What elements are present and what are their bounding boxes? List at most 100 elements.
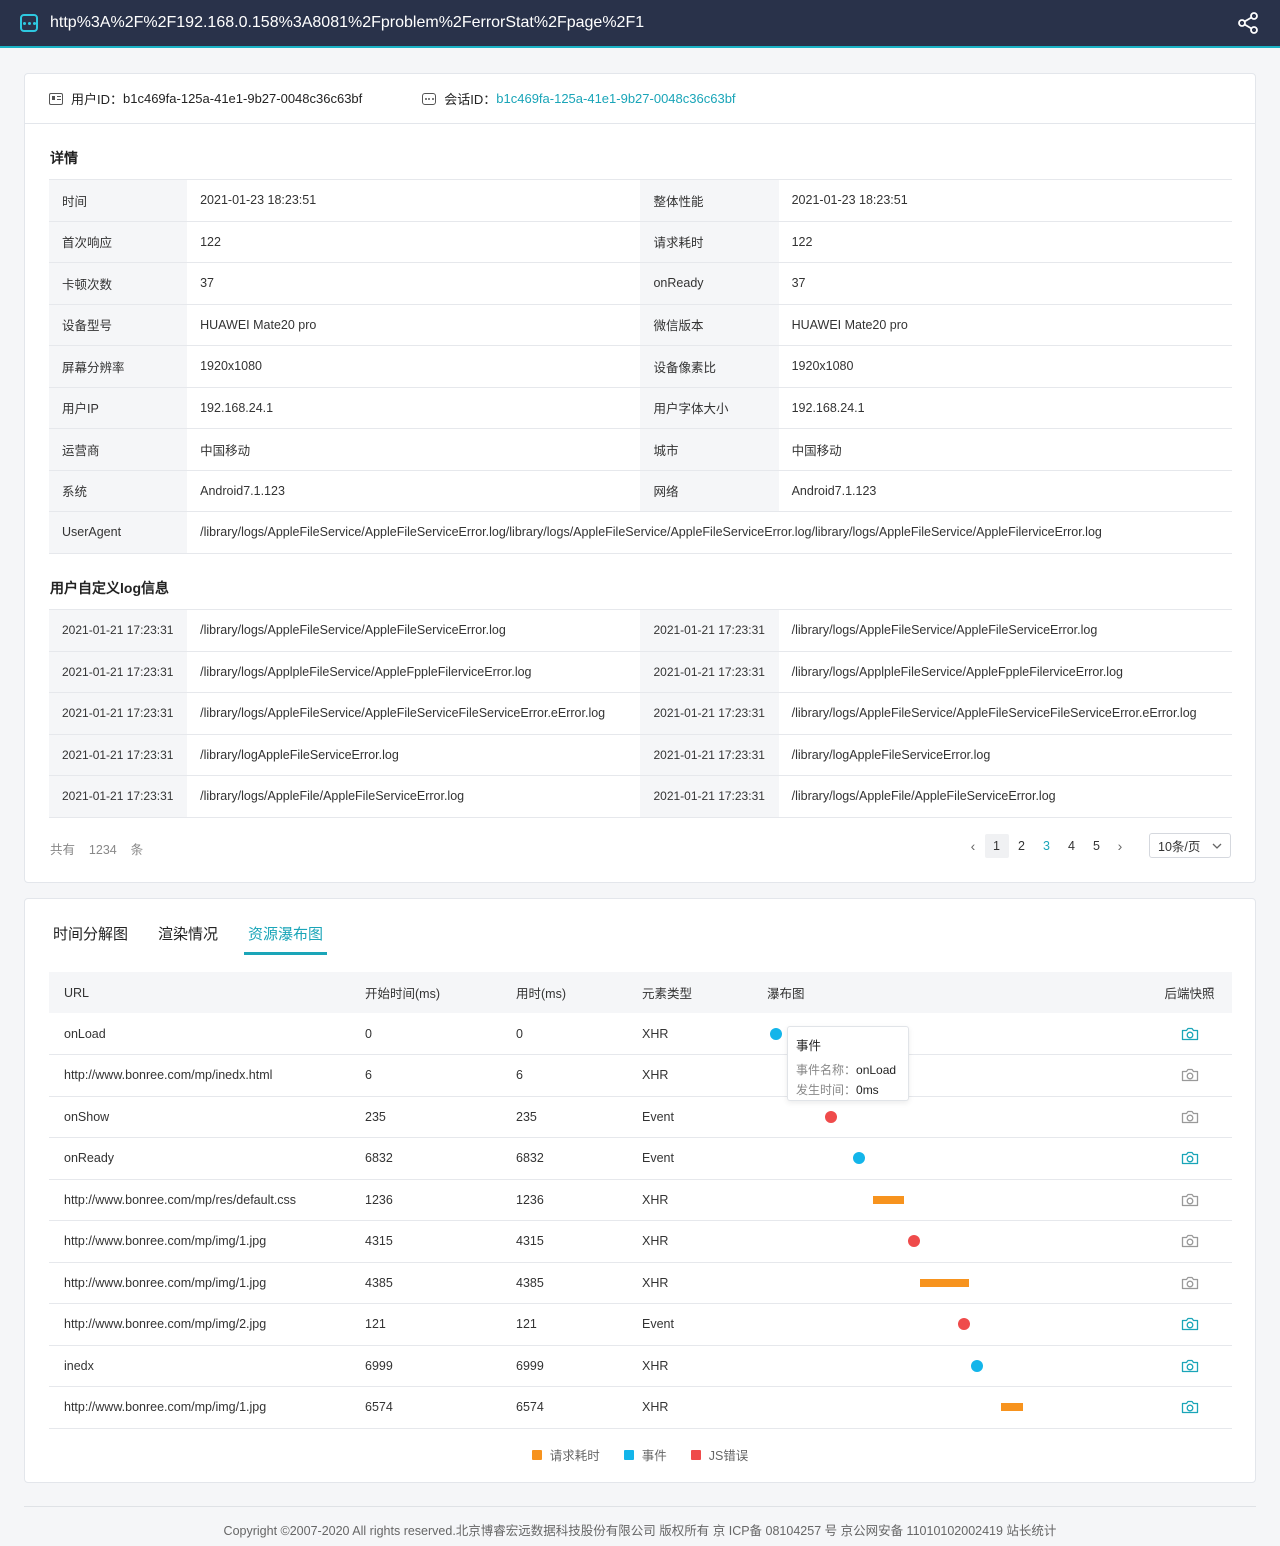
chat-icon bbox=[422, 92, 437, 105]
tab-2[interactable]: 资源瀑布图 bbox=[244, 917, 328, 955]
table-row[interactable]: http://www.bonree.com/mp/inedx.html 6 6 XHR bbox=[49, 1054, 1232, 1097]
snapshot-cell bbox=[1147, 1054, 1232, 1097]
start-time-cell: 4315 bbox=[350, 1220, 501, 1263]
snapshot-cell bbox=[1147, 1220, 1232, 1263]
detail-key: onReady bbox=[640, 262, 779, 305]
detail-value: HUAWEI Mate20 pro bbox=[778, 303, 1232, 346]
camera-icon[interactable] bbox=[1181, 1359, 1199, 1373]
page-5[interactable]: 5 bbox=[1093, 838, 1100, 853]
details-card: 用户ID： b1c469fa-125a-41e1-9b27-0048c36c63… bbox=[24, 73, 1256, 883]
waterfall-bar[interactable] bbox=[1001, 1403, 1023, 1412]
detail-row: 时间 2021-01-23 18:23:51 整体性能 2021-01-23 18:2… bbox=[49, 179, 1232, 222]
prev-page-icon[interactable]: ‹ bbox=[970, 837, 976, 854]
detail-row: 用户IP 192.168.24.1 用户字体大小 192.168.24.1 bbox=[49, 386, 1232, 429]
page-size-select[interactable]: 10条/页 bbox=[1149, 833, 1231, 858]
legend-label: 事件 bbox=[641, 1449, 667, 1463]
log-time: 2021-01-21 17:23:31 bbox=[640, 775, 779, 818]
log-time: 2021-01-21 17:23:31 bbox=[49, 775, 188, 818]
share-icon[interactable] bbox=[1236, 11, 1260, 35]
waterfall-dot[interactable] bbox=[971, 1359, 984, 1372]
table-row[interactable]: onShow 235 235 Event bbox=[49, 1096, 1232, 1138]
id-bar: 用户ID： b1c469fa-125a-41e1-9b27-0048c36c63… bbox=[25, 74, 1255, 124]
legend-swatch bbox=[623, 1449, 634, 1460]
detail-row: 运营商 中国移动 城市 中国移动 bbox=[49, 428, 1232, 471]
waterfall-dot[interactable] bbox=[825, 1110, 838, 1123]
detail-row: 卡顿次数 37 onReady 37 bbox=[49, 262, 1232, 305]
legend-item: JS错误 bbox=[690, 1445, 748, 1464]
tab-0[interactable]: 时间分解图 bbox=[53, 926, 129, 943]
useragent-row: UserAgent/library/logs/AppleFileService/… bbox=[49, 511, 1232, 554]
table-row[interactable]: inedx 6999 6999 XHR bbox=[49, 1345, 1232, 1387]
type-cell: XHR bbox=[627, 1345, 752, 1387]
detail-value: 37 bbox=[778, 262, 1232, 305]
duration-cell: 6 bbox=[501, 1054, 627, 1097]
next-page-icon[interactable]: › bbox=[1117, 837, 1123, 854]
logs-table: 2021-01-21 17:23:31/library/logs/AppleFi… bbox=[49, 609, 1232, 818]
log-row: 2021-01-21 17:23:31/library/logs/AppleFi… bbox=[49, 609, 1232, 652]
total-prefix: 共有 bbox=[50, 843, 76, 857]
camera-icon[interactable] bbox=[1181, 1234, 1199, 1248]
waterfall-dot[interactable] bbox=[852, 1152, 865, 1165]
waterfall-dot[interactable] bbox=[770, 1027, 782, 1040]
log-time: 2021-01-21 17:23:31 bbox=[640, 733, 779, 776]
log-time: 2021-01-21 17:23:31 bbox=[640, 650, 779, 693]
url-cell: http://www.bonree.com/mp/img/1.jpg bbox=[49, 1262, 350, 1304]
page-4[interactable]: 4 bbox=[1068, 838, 1075, 853]
user-id: 用户ID： b1c469fa-125a-41e1-9b27-0048c36c63… bbox=[49, 89, 362, 108]
camera-icon[interactable] bbox=[1181, 1276, 1199, 1290]
camera-icon[interactable] bbox=[1181, 1317, 1199, 1331]
table-row[interactable]: http://www.bonree.com/mp/img/1.jpg 4385 43… bbox=[49, 1262, 1232, 1304]
waterfall-cell bbox=[752, 1096, 1147, 1138]
detail-key: 微信版本 bbox=[640, 303, 779, 346]
column-header: 瀑布图 bbox=[752, 972, 1147, 1013]
duration-cell: 6574 bbox=[501, 1386, 627, 1429]
start-time-cell: 0 bbox=[350, 1013, 501, 1055]
duration-cell: 121 bbox=[501, 1303, 627, 1346]
snapshot-cell bbox=[1147, 1137, 1232, 1180]
table-row[interactable]: http://www.bonree.com/mp/img/1.jpg 4315 43… bbox=[49, 1220, 1232, 1263]
table-row[interactable]: onReady 6832 6832 Event bbox=[49, 1137, 1232, 1180]
user-card-icon bbox=[49, 92, 63, 105]
session-id: 会话ID： b1c469fa-125a-41e1-9b27-0048c36c63… bbox=[422, 89, 736, 108]
camera-icon[interactable] bbox=[1181, 1193, 1199, 1207]
table-row[interactable]: http://www.bonree.com/mp/img/2.jpg 121 121… bbox=[49, 1303, 1232, 1346]
log-message: /library/logs/AppleFile/AppleFileService… bbox=[187, 775, 641, 818]
user-id-value: b1c469fa-125a-41e1-9b27-0048c36c63bf bbox=[123, 91, 363, 106]
legend-label: 请求耗时 bbox=[549, 1449, 600, 1463]
tooltip-time-value: 0ms bbox=[856, 1083, 879, 1097]
snapshot-cell bbox=[1147, 1096, 1232, 1138]
waterfall-bar[interactable] bbox=[872, 1195, 905, 1204]
url-cell: http://www.bonree.com/mp/img/1.jpg bbox=[49, 1386, 350, 1429]
waterfall-dot[interactable] bbox=[957, 1318, 970, 1331]
log-row: 2021-01-21 17:23:31/library/logs/AppleFi… bbox=[49, 692, 1232, 735]
camera-icon[interactable] bbox=[1181, 1027, 1199, 1041]
duration-cell: 4385 bbox=[501, 1262, 627, 1304]
waterfall-card: 时间分解图 渲染情况 资源瀑布图 URL 开始时间(ms) 用时(ms) 元素类型 瀑布图后… bbox=[24, 898, 1256, 1483]
pagination-total: 共有 1234 条 bbox=[50, 839, 143, 858]
table-row[interactable]: http://www.bonree.com/mp/res/default.css… bbox=[49, 1179, 1232, 1221]
detail-key: 设备像素比 bbox=[640, 345, 779, 388]
camera-icon[interactable] bbox=[1181, 1400, 1199, 1414]
detail-value: 192.168.24.1 bbox=[187, 386, 641, 429]
page-1[interactable]: 1 bbox=[984, 833, 1009, 858]
camera-icon[interactable] bbox=[1181, 1110, 1199, 1124]
session-id-link[interactable]: b1c469fa-125a-41e1-9b27-0048c36c63bf bbox=[496, 91, 736, 106]
type-cell: Event bbox=[627, 1303, 752, 1346]
detail-key: 屏幕分辨率 bbox=[49, 345, 188, 388]
detail-key: 时间 bbox=[49, 179, 188, 222]
waterfall-bar[interactable] bbox=[920, 1278, 970, 1287]
camera-icon[interactable] bbox=[1181, 1151, 1199, 1165]
tab-1[interactable]: 渲染情况 bbox=[158, 926, 219, 943]
detail-value: 2021-01-23 18:23:51 bbox=[187, 179, 641, 222]
table-row[interactable]: http://www.bonree.com/mp/img/1.jpg 6574 65… bbox=[49, 1386, 1232, 1429]
waterfall-dot[interactable] bbox=[908, 1235, 921, 1248]
camera-icon[interactable] bbox=[1181, 1068, 1199, 1082]
start-time-cell: 6832 bbox=[350, 1137, 501, 1180]
table-row[interactable]: onLoad 0 0 XHR bbox=[49, 1013, 1232, 1055]
detail-key: 运营商 bbox=[49, 428, 188, 471]
page-2[interactable]: 2 bbox=[1018, 838, 1025, 853]
page-3[interactable]: 3 bbox=[1043, 838, 1050, 853]
detail-value: 中国移动 bbox=[778, 428, 1232, 471]
user-id-label: 用户ID： bbox=[71, 92, 124, 107]
